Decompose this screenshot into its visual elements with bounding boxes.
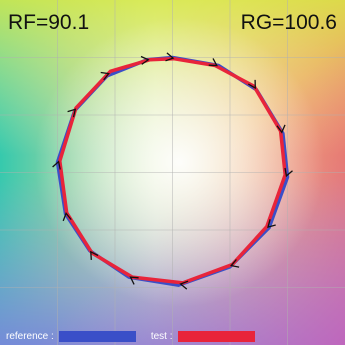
shift-arrow-marker: [62, 212, 72, 222]
shift-arrow-marker: [129, 276, 139, 285]
legend-reference-label: reference :: [6, 331, 54, 342]
shift-arrow-marker: [276, 124, 286, 134]
rg-value: RG=100.6: [240, 11, 337, 34]
shift-arrow-marker: [229, 259, 240, 268]
legend: reference : test :: [0, 328, 345, 345]
shift-arrow-marker: [208, 58, 218, 67]
legend-test-swatch: [177, 331, 255, 342]
shift-arrow-marker: [90, 250, 99, 260]
shift-arrow-marker: [52, 160, 61, 170]
shift-arrow-marker: [100, 71, 110, 81]
shift-arrow-marker: [165, 52, 175, 62]
legend-test-label: test :: [150, 331, 173, 342]
arrow-layer: [52, 52, 293, 290]
shift-arrow-marker: [284, 167, 293, 178]
legend-reference-swatch: [58, 331, 136, 342]
shift-arrow-marker: [140, 55, 150, 65]
shift-arrow-marker: [247, 79, 256, 90]
series-line-test: [58, 56, 287, 285]
shift-arrow-marker: [179, 280, 189, 290]
rf-value: RF=90.1: [8, 11, 90, 34]
shift-arrow-marker: [267, 219, 276, 229]
shift-arrow-marker: [67, 108, 77, 118]
series-layer: [55, 55, 290, 287]
